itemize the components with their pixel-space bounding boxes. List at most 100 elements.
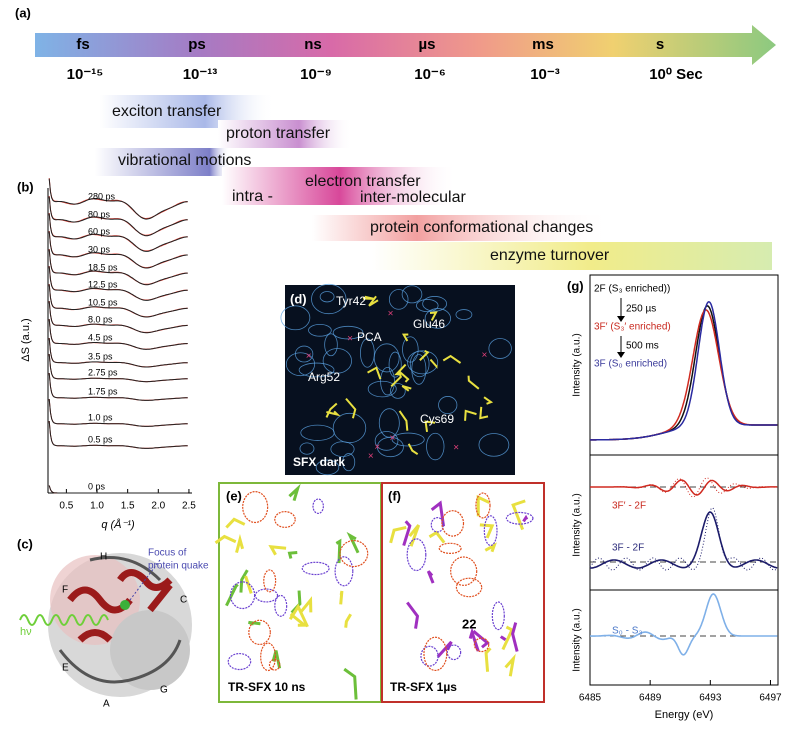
atom-stick [289,612,309,627]
atom-stick [335,538,342,564]
difference-density [268,658,281,671]
atom-stick [407,443,419,456]
curve-label: 30 ps [88,244,111,254]
residue-label: Tyr42 [336,294,366,308]
process-label: protein conformational changes [370,219,593,236]
curve-label: 2.75 ps [88,367,118,377]
spectrum [590,511,778,569]
difference-density [334,556,354,587]
density-mesh [285,352,316,377]
atom-stick [484,647,492,672]
arrow-head [617,316,625,322]
difference-density [248,619,271,646]
scattering-curve [48,373,188,401]
scattering-curve [48,485,188,494]
scattering-curve [48,266,188,301]
atom-stick [299,596,313,614]
x-tick-label: 6493 [699,693,722,704]
curve-label: 80 ps [88,209,111,219]
x-axis-label: Energy (eV) [655,709,714,721]
water: × [374,442,380,453]
curve-label: 60 ps [88,226,111,236]
protein-structure [19,553,192,697]
curve-label: 12.5 ps [88,279,118,289]
density-mesh [360,338,375,368]
atom-stick [429,358,438,369]
density-mesh [373,343,400,373]
x-axis-label: q (Å⁻¹) [101,518,135,531]
timescale-unit: ms [532,36,554,53]
difference-density [438,542,462,554]
curve-label: 3.5 ps [88,351,113,361]
residue-label: Glu46 [413,317,445,331]
density-mesh [390,383,406,399]
density-mesh [378,408,400,438]
atom-stick [345,397,357,419]
light-label: hν [20,626,32,638]
difference-density [274,511,296,528]
x-tick-label: 6489 [639,693,662,704]
timescale-power: 10⁻⁹ [300,66,332,83]
y-axis-label: Intensity (a.u.) [572,608,583,671]
difference-density [242,491,269,524]
scattering-curve [48,301,188,334]
difference-density [505,511,534,525]
atom-stick [484,542,497,553]
caption: TR-SFX 1µs [390,680,457,694]
curve-label: 18.5 ps [88,262,118,272]
trace-label: 3F′ (S₃′ enriched) [594,322,671,333]
process-label: proton transfer [226,125,331,142]
curve-label: 280 ps [88,191,116,201]
process-label: intra - [232,188,273,205]
helix-label: F [62,585,68,596]
atom-stick [244,575,253,594]
timescale-unit: ns [304,36,322,53]
difference-density [260,642,277,672]
timescale-unit: fs [76,36,89,53]
difference-density [274,594,288,617]
scattering-curve [48,421,188,449]
density-mesh [391,432,425,447]
atom-stick [428,530,446,544]
density-mesh [411,354,427,385]
timescale-power: 10⁻¹⁵ [67,66,104,83]
curve-label: 0.5 ps [88,434,113,444]
trace-label: S₀ - S₃ [612,626,642,637]
density-mesh [478,433,510,457]
density-mesh [332,325,364,340]
caption: TR-SFX 10 ns [228,680,306,694]
step-label: 500 ms [626,341,659,352]
difference-density [430,517,445,533]
annotation: protein quake [148,561,209,572]
difference-density [406,538,427,572]
timescale-arrow [35,25,776,65]
atom-stick [401,333,409,342]
scattering-curve [48,485,188,494]
scattering-curve [48,178,188,220]
process-label: inter-molecular [360,189,466,206]
atom-stick [389,525,407,544]
atom-stick [325,402,338,418]
arrow-head [617,352,625,358]
atom-stick [442,354,462,364]
density-mesh [416,299,439,313]
panel-label: (g) [567,278,584,293]
scattering-curve [48,196,188,236]
x-tick-label: 1.0 [90,501,104,512]
atom-stick [368,295,379,307]
atom-stick [468,627,480,652]
atom-stick [339,590,344,605]
timescale-power: 10⁻⁶ [414,66,446,83]
atom-stick [419,349,430,361]
difference-density [423,636,448,672]
atom-stick [248,620,261,626]
spectrum [590,479,778,496]
process-label: electron transfer [305,173,421,190]
panel-label: (a) [15,5,31,20]
trace-label: 2F (S₃ enriched)) [594,284,670,295]
density-mesh [280,305,311,331]
density-mesh [438,396,458,415]
x-tick-label: 6485 [579,693,602,704]
atom-stick [424,420,436,433]
